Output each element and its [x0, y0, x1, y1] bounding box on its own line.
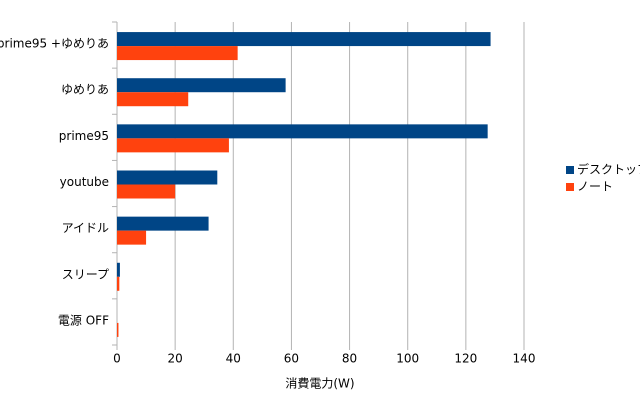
x-tick-label: 20	[168, 352, 183, 366]
legend-label: デスクトップ	[577, 162, 640, 177]
bar	[117, 322, 119, 337]
bar	[117, 124, 488, 139]
bar	[117, 216, 209, 231]
legend-swatch	[566, 183, 574, 191]
y-tick-label: prime95	[59, 129, 109, 143]
bar	[117, 32, 491, 47]
bar	[117, 78, 286, 93]
y-tick-label: youtube	[60, 175, 109, 189]
legend-label: ノート	[577, 180, 613, 194]
x-tick-label: 140	[513, 352, 536, 366]
x-tick-label: 100	[396, 352, 419, 366]
x-tick-label: 80	[342, 352, 357, 366]
bar	[117, 138, 229, 153]
bar	[117, 92, 189, 107]
bar	[117, 170, 218, 185]
y-tick-label: アイドル	[62, 221, 109, 235]
y-tick-label: 電源 OFF	[58, 313, 109, 327]
y-tick-label: prime95 +ゆめりあ	[0, 37, 109, 51]
bar	[117, 230, 147, 245]
x-tick-label: 40	[226, 352, 241, 366]
x-tick-label: 60	[284, 352, 299, 366]
legend-swatch	[566, 166, 574, 174]
bar	[117, 276, 120, 291]
y-tick-label: ゆめりあ	[61, 83, 109, 97]
bar	[117, 46, 238, 61]
bar	[117, 184, 176, 199]
x-tick-label: 120	[454, 352, 477, 366]
x-tick-label: 0	[113, 352, 121, 366]
y-tick-label: スリープ	[62, 267, 109, 281]
x-axis-label: 消費電力(W)	[285, 376, 354, 391]
bar	[117, 262, 120, 277]
